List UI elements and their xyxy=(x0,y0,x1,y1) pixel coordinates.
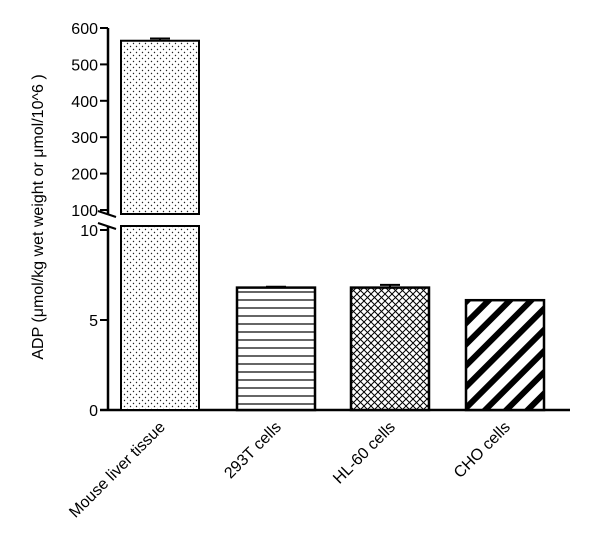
bar xyxy=(120,225,200,411)
bar-upper-segment xyxy=(120,39,200,215)
bar xyxy=(464,298,546,412)
y-tick-label: 400 xyxy=(71,94,98,111)
bars xyxy=(119,37,546,412)
y-tick-label: 500 xyxy=(71,57,98,74)
y-tick-label: 0 xyxy=(89,403,98,420)
y-tick-label: 5 xyxy=(89,313,98,330)
axis-break-mark xyxy=(97,210,117,218)
x-category-label: 293T cells xyxy=(221,419,284,482)
y-tick-label: 200 xyxy=(71,167,98,184)
x-category-label: Mouse liver tissue xyxy=(66,419,169,522)
y-tick-label: 300 xyxy=(71,130,98,147)
x-category-label: HL-60 cells xyxy=(330,419,399,488)
axis-break-mark xyxy=(97,222,117,230)
bar-break-gap xyxy=(119,215,201,225)
bar xyxy=(235,286,317,412)
y-tick-label: 600 xyxy=(71,21,98,38)
y-tick-label: 100 xyxy=(71,203,98,220)
bar xyxy=(349,286,431,412)
x-category-label: CHO cells xyxy=(451,419,514,482)
y-axis-title: ADP (μmol/kg wet weight or μmol/10^6 ) xyxy=(30,74,47,359)
y-tick-label: 10 xyxy=(80,223,98,240)
